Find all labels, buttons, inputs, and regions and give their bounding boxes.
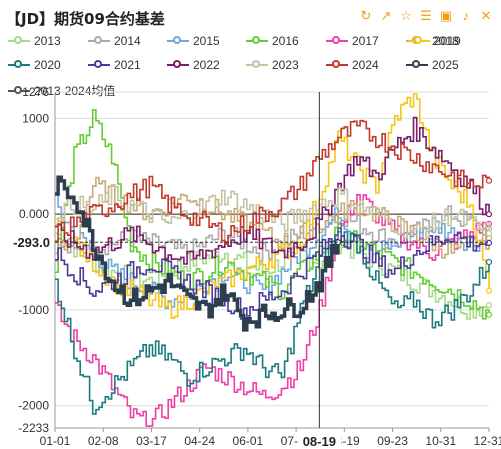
series-end-point-2023: [485, 230, 493, 237]
list-icon[interactable]: ☰: [420, 8, 432, 23]
crosshair-x-label-box: [297, 431, 342, 449]
series-line-2017: [55, 194, 490, 427]
series-line-2021: [55, 232, 490, 320]
series-end-point-2021: [485, 239, 493, 247]
legend-label: 2022: [193, 58, 220, 72]
legend-item-2017[interactable]: 2017: [326, 34, 379, 48]
legend-label: 2020: [34, 58, 61, 72]
series-end-point-2020: [485, 258, 493, 266]
legend-item-2014[interactable]: 2014: [88, 34, 141, 48]
legend-item-2022[interactable]: 2022: [167, 58, 220, 72]
legend-item-2015[interactable]: 2015: [167, 34, 220, 48]
legend-label: 2021: [114, 58, 141, 72]
legend-label: 2016: [272, 34, 299, 48]
series-line-2020: [55, 227, 490, 415]
star-icon[interactable]: ☆: [400, 8, 412, 23]
legend-label: 2014: [114, 34, 141, 48]
x-tick-label: 03-17: [136, 434, 167, 448]
x-tick-label: 04-24: [184, 434, 215, 448]
legend-label: 2013: [34, 34, 61, 48]
legend-swatch: [326, 35, 348, 47]
series-line-2019: [55, 93, 490, 319]
bell-icon[interactable]: ♪: [462, 8, 470, 23]
series-end-point-2024: [485, 177, 493, 184]
x-tick-label: 10-31: [425, 434, 456, 448]
crosshair-y-label-box: [2, 233, 52, 252]
legend-swatch: [167, 35, 189, 47]
refresh-icon[interactable]: ↻: [360, 8, 372, 23]
y-tick-label: -2233: [18, 421, 49, 435]
zoom-icon[interactable]: ↗: [380, 8, 392, 23]
legend-label: 2018: [432, 34, 459, 48]
y-tick-label: -1000: [18, 303, 49, 317]
legend-swatch: [8, 59, 30, 71]
legend-item-2020[interactable]: 2020: [8, 58, 61, 72]
y-tick-label: 0.000: [19, 207, 49, 221]
legend-label: 2015: [193, 34, 220, 48]
legend-item-2013[interactable]: 2013: [8, 34, 61, 48]
legend-item-2013-2024均值[interactable]: 2013-2024均值: [8, 82, 115, 99]
x-tick-label: 06-01: [233, 434, 264, 448]
x-tick-label: 12-31: [474, 434, 501, 448]
legend-swatch: [8, 85, 30, 97]
close-icon[interactable]: ✕: [480, 8, 492, 23]
crosshair-x-label: 08-19: [303, 434, 336, 449]
legend-label: 2024: [352, 58, 379, 72]
x-tick-label: 09-23: [377, 434, 408, 448]
legend-swatch: [246, 35, 268, 47]
legend-label: 2013-2024均值: [34, 84, 116, 98]
legend-item-2021[interactable]: 2021: [88, 58, 141, 72]
series-line-2024: [55, 119, 490, 245]
series-lines: [55, 93, 493, 427]
legend-item-2023[interactable]: 2023: [246, 58, 299, 72]
legend-item-2019[interactable]: 2019: [408, 34, 461, 48]
legend-swatch: [246, 59, 268, 71]
series-line-2025: [55, 175, 340, 332]
series-line-2022: [55, 116, 490, 265]
legend-swatch: [88, 59, 110, 71]
page-title: 【JD】期货09合约基差: [6, 10, 165, 28]
series-line-2023: [55, 185, 490, 240]
legend-item-2025[interactable]: 2025: [406, 58, 459, 72]
x-tick-label: 01-01: [40, 434, 71, 448]
legend-swatch: [8, 35, 30, 47]
series-end-point-2022: [485, 211, 493, 218]
y-tick-label: 1000: [22, 111, 49, 125]
legend-swatch: [408, 35, 430, 47]
legend-item-2024[interactable]: 2024: [326, 58, 379, 72]
crosshair-y-label: -293.0: [13, 235, 50, 250]
legend-label: 2017: [352, 34, 379, 48]
series-end-point-2013: [485, 302, 493, 309]
series-line-2014: [55, 205, 490, 262]
toolbar: ↻ ↗ ☆ ☰ ▣ ♪ ✕: [359, 9, 493, 23]
x-tick-label: 02-08: [88, 434, 119, 448]
crosshair: -293.0 08-19: [2, 92, 489, 449]
legend-swatch: [88, 35, 110, 47]
image-icon[interactable]: ▣: [439, 8, 453, 23]
legend-item-2016[interactable]: 2016: [246, 34, 299, 48]
series-end-point-2016: [485, 311, 493, 318]
legend-swatch: [406, 59, 428, 71]
legend-label: 2025: [432, 58, 459, 72]
y-tick-label: 1276: [22, 85, 49, 99]
legend-label: 2023: [272, 58, 299, 72]
y-tick-label: -2000: [18, 399, 49, 413]
series-end-point-2019: [485, 287, 493, 294]
legend-label: 2019: [434, 34, 461, 48]
legend-swatch: [326, 59, 348, 71]
series-line-2016: [55, 109, 490, 320]
legend-swatch: [167, 59, 189, 71]
